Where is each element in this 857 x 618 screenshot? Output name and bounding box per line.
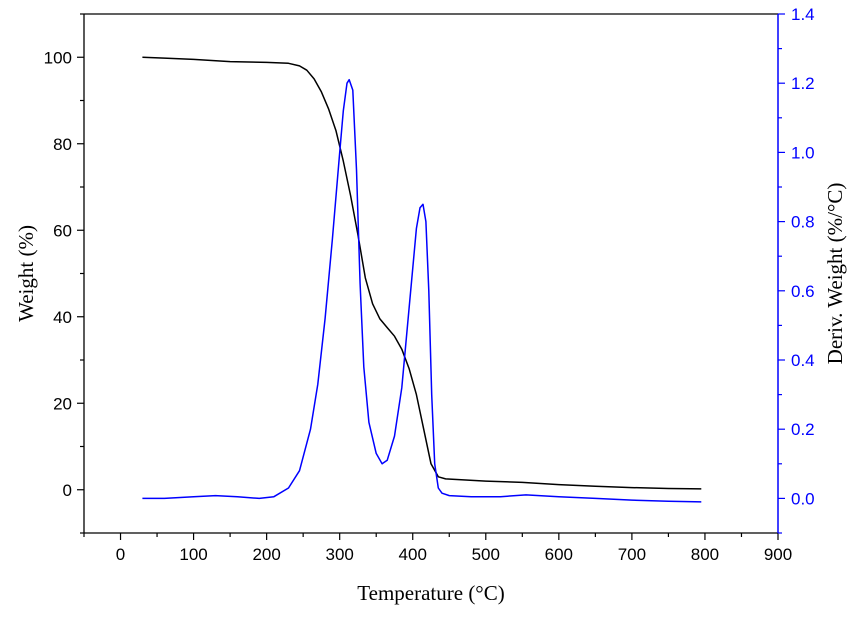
y2-axis-title: Deriv. Weight (%/°C) (823, 183, 847, 365)
y-tick-label: 60 (53, 221, 72, 240)
y-tick-label: 100 (44, 48, 72, 67)
x-tick-label: 100 (179, 545, 207, 564)
x-tick-label: 200 (252, 545, 280, 564)
x-tick-label: 0 (116, 545, 125, 564)
y-axis-title: Weight (%) (14, 225, 38, 322)
y2-tick-label: 0.8 (791, 213, 815, 232)
y2-tick-label: 1.2 (791, 74, 815, 93)
y2-tick-label: 0.6 (791, 282, 815, 301)
x-tick-label: 900 (764, 545, 792, 564)
series-layer (142, 56, 702, 503)
x-axis-title: Temperature (°C) (357, 581, 504, 605)
axes-layer: 0 100 200 300 400 500 600 700 800 900 0 20 40 60 80 100… (44, 5, 815, 564)
deriv-weight-line (142, 78, 702, 503)
y2-tick-label: 0.2 (791, 420, 815, 439)
y-tick-label: 0 (63, 481, 72, 500)
x-tick-label: 300 (325, 545, 353, 564)
y-tick-label: 80 (53, 135, 72, 154)
y2-tick-label: 0.0 (791, 489, 815, 508)
x-tick-label: 800 (691, 545, 719, 564)
y-tick-label: 40 (53, 308, 72, 327)
weight-line (142, 56, 702, 490)
y2-tick-label: 1.4 (791, 5, 815, 24)
y2-tick-label: 0.4 (791, 351, 815, 370)
y-tick-label: 20 (53, 394, 72, 413)
x-tick-label: 400 (399, 545, 427, 564)
y2-tick-label: 1.0 (791, 143, 815, 162)
x-tick-label: 700 (618, 545, 646, 564)
x-tick-label: 500 (472, 545, 500, 564)
x-tick-label: 600 (545, 545, 573, 564)
